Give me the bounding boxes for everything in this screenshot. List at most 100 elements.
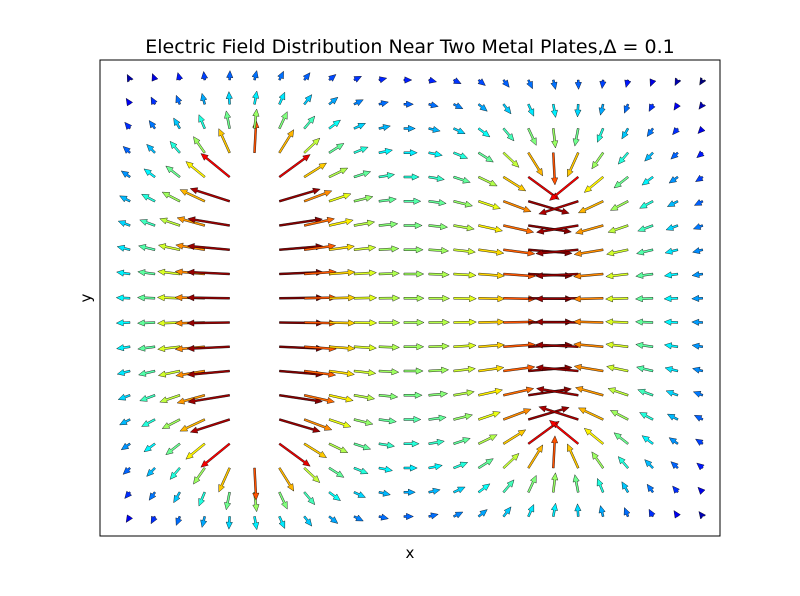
field-arrow bbox=[186, 319, 230, 327]
field-arrow bbox=[186, 294, 230, 302]
field-arrow bbox=[477, 127, 491, 138]
field-arrow bbox=[478, 341, 505, 349]
field-arrow bbox=[646, 483, 655, 494]
field-arrow bbox=[251, 70, 259, 81]
field-arrow bbox=[218, 128, 231, 154]
field-arrow bbox=[527, 444, 544, 469]
field-arrow bbox=[328, 442, 349, 453]
field-arrow bbox=[428, 247, 450, 255]
field-arrow bbox=[176, 216, 206, 227]
field-arrow bbox=[663, 318, 679, 326]
field-arrow bbox=[139, 394, 156, 402]
field-arrow bbox=[453, 486, 466, 494]
field-arrow bbox=[453, 127, 466, 134]
field-arrow bbox=[503, 224, 535, 235]
field-arrow bbox=[120, 442, 131, 451]
field-arrow bbox=[328, 319, 356, 327]
field-arrow bbox=[328, 96, 339, 106]
field-arrow bbox=[378, 100, 389, 108]
field-arrow bbox=[303, 466, 321, 483]
field-arrow bbox=[403, 246, 424, 254]
field-arrow bbox=[691, 342, 704, 350]
field-arrow bbox=[186, 268, 230, 276]
field-arrow bbox=[328, 466, 345, 478]
field-arrow bbox=[303, 190, 333, 203]
x-axis-label: x bbox=[406, 544, 415, 562]
field-arrow bbox=[175, 94, 183, 105]
field-arrow bbox=[185, 161, 206, 179]
chart-title-math: Δ = 0.1 bbox=[604, 36, 675, 58]
field-arrow bbox=[353, 394, 376, 402]
field-arrow bbox=[279, 394, 323, 405]
field-arrow bbox=[502, 103, 512, 115]
field-arrow bbox=[503, 364, 536, 373]
field-arrow bbox=[116, 344, 131, 352]
field-arrow bbox=[303, 515, 313, 527]
field-arrow bbox=[428, 463, 443, 471]
field-arrow bbox=[328, 269, 356, 277]
field-arrow bbox=[478, 224, 504, 233]
field-arrow bbox=[583, 427, 605, 445]
field-arrow bbox=[378, 319, 401, 327]
field-arrow bbox=[146, 467, 156, 477]
field-arrow bbox=[378, 441, 396, 449]
field-arrow bbox=[303, 442, 327, 458]
field-arrow bbox=[453, 389, 475, 397]
field-arrow bbox=[138, 369, 156, 377]
field-arrow bbox=[119, 195, 131, 203]
field-arrow bbox=[353, 294, 378, 302]
field-arrow bbox=[328, 515, 339, 524]
field-arrow bbox=[278, 111, 288, 130]
field-arrow bbox=[453, 247, 476, 255]
field-arrow bbox=[577, 407, 604, 421]
field-arrow bbox=[378, 196, 397, 204]
field-arrow bbox=[502, 175, 527, 192]
field-arrow bbox=[403, 124, 416, 133]
field-arrow bbox=[189, 187, 231, 203]
field-arrow bbox=[403, 76, 413, 84]
field-arrow bbox=[115, 294, 131, 302]
field-arrow bbox=[252, 516, 260, 531]
field-arrow bbox=[120, 170, 131, 179]
field-arrow bbox=[150, 515, 158, 525]
field-arrow bbox=[403, 415, 422, 424]
field-arrow bbox=[692, 223, 704, 230]
field-arrow bbox=[572, 318, 604, 326]
field-arrow bbox=[693, 415, 704, 422]
field-arrow bbox=[551, 128, 559, 149]
field-arrow bbox=[573, 341, 604, 349]
field-arrow bbox=[225, 91, 233, 105]
field-arrow bbox=[663, 295, 679, 303]
field-arrow bbox=[193, 467, 206, 485]
field-arrow bbox=[218, 467, 231, 493]
field-arrow bbox=[353, 369, 377, 377]
field-arrow bbox=[175, 515, 183, 526]
field-arrow bbox=[328, 418, 352, 428]
field-arrow bbox=[328, 119, 341, 130]
field-arrow bbox=[353, 146, 369, 154]
field-arrow bbox=[378, 124, 391, 131]
field-arrow bbox=[143, 442, 156, 453]
field-arrow bbox=[697, 125, 706, 134]
field-arrow bbox=[116, 269, 131, 277]
field-arrow bbox=[428, 174, 445, 182]
field-arrow bbox=[538, 200, 579, 216]
field-arrow bbox=[649, 78, 657, 87]
field-arrow bbox=[124, 490, 133, 499]
field-arrow bbox=[605, 272, 629, 280]
field-arrow bbox=[146, 143, 156, 154]
field-arrow bbox=[428, 512, 439, 520]
field-arrow bbox=[692, 247, 704, 254]
field-arrow bbox=[428, 223, 449, 231]
field-arrow bbox=[403, 149, 418, 157]
field-arrow bbox=[527, 200, 570, 215]
field-arrow bbox=[598, 103, 606, 116]
field-arrow bbox=[641, 435, 654, 445]
field-arrow bbox=[606, 364, 629, 373]
field-arrow bbox=[477, 175, 498, 187]
field-arrow bbox=[428, 76, 438, 84]
field-arrow bbox=[159, 394, 181, 404]
field-arrow bbox=[378, 220, 399, 228]
field-arrow bbox=[574, 503, 582, 517]
field-arrow bbox=[453, 461, 469, 470]
